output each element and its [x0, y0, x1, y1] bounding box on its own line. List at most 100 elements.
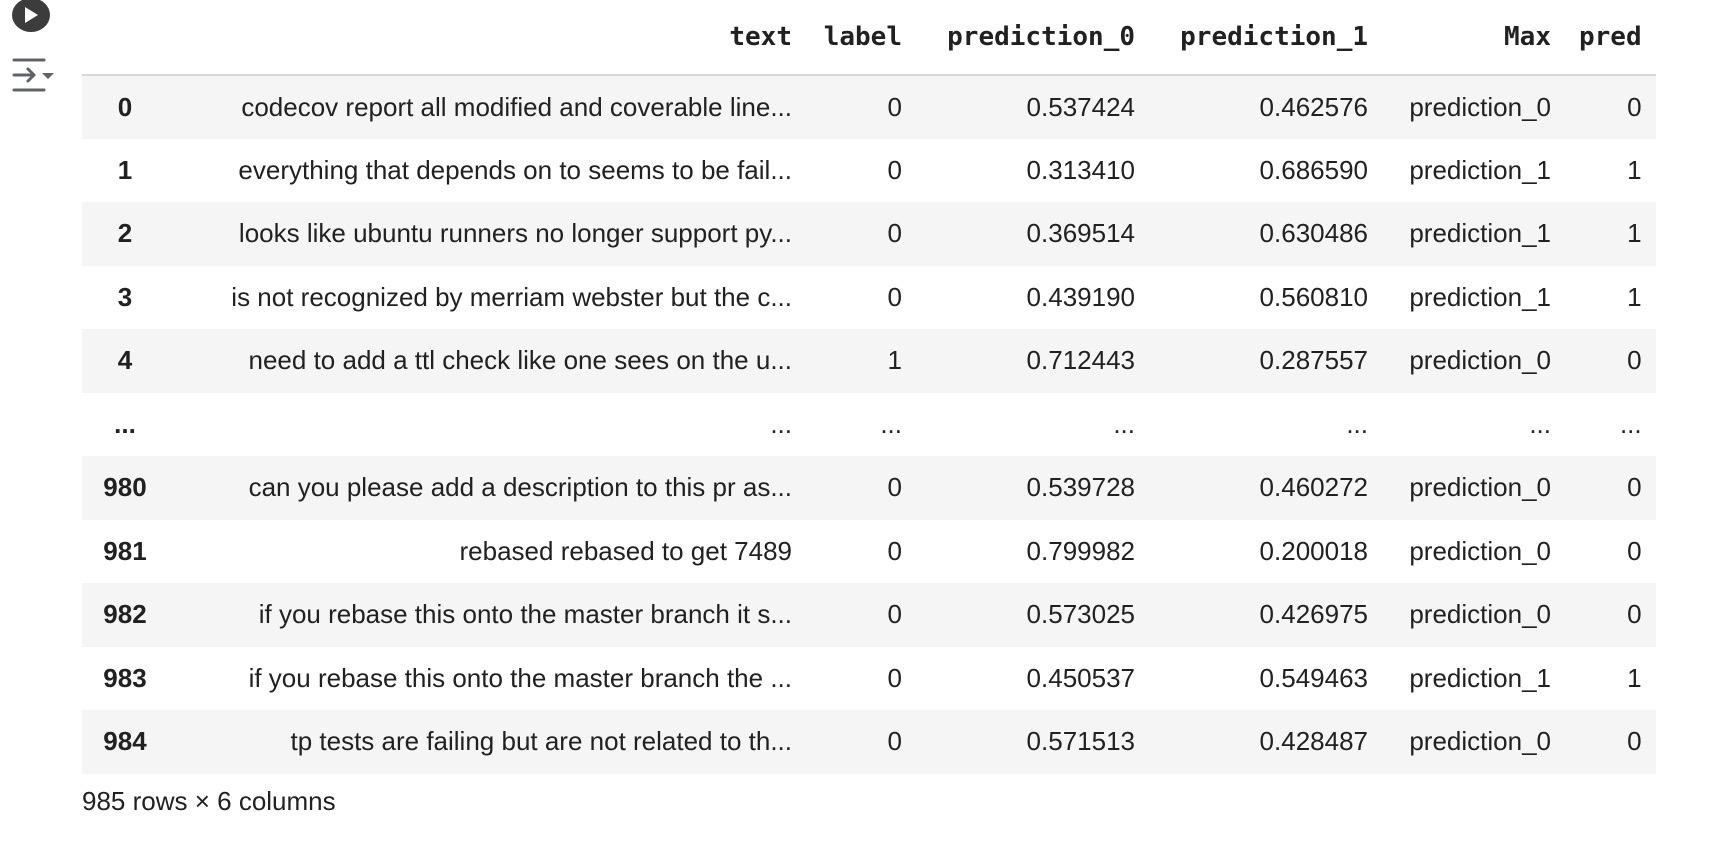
cell-text: tp tests are failing but are not related… [290, 726, 792, 757]
cell-prediction-0: 0.573025 [1026, 599, 1135, 630]
cell-prediction-0: 0.369514 [1026, 218, 1135, 249]
cell-label: 1 [887, 345, 902, 376]
header-max: Max [1382, 0, 1565, 76]
table-row: 2 looks like ubuntu runners no longer su… [82, 202, 1656, 266]
header-text: text [168, 0, 806, 76]
cell-max: ... [1529, 408, 1551, 439]
cell-pred: 0 [1627, 535, 1642, 566]
header-index [82, 0, 168, 76]
cell-prediction-1: ... [1346, 408, 1368, 439]
cell-label: 0 [887, 662, 902, 693]
cell-text: if you rebase this onto the master branc… [248, 662, 792, 693]
run-cell-button[interactable] [12, 0, 50, 32]
table-row: 984 tp tests are failing but are not rel… [82, 710, 1656, 774]
cell-max: prediction_0 [1409, 599, 1551, 630]
row-index: 0 [117, 91, 133, 122]
cell-prediction-1: 0.426975 [1259, 599, 1368, 630]
table-row: 0 codecov report all modified and covera… [82, 75, 1656, 139]
cell-label: 0 [887, 535, 902, 566]
table-row: 982 if you rebase this onto the master b… [82, 583, 1656, 647]
cell-pred: 1 [1627, 281, 1642, 312]
table-row: 983 if you rebase this onto the master b… [82, 646, 1656, 710]
cell-text: looks like ubuntu runners no longer supp… [238, 218, 792, 249]
cell-prediction-0: 0.537424 [1026, 91, 1135, 122]
cell-pred: ... [1619, 408, 1642, 439]
cell-prediction-1: 0.630486 [1259, 218, 1368, 249]
cell-pred: 0 [1627, 345, 1642, 376]
cell-prediction-1: 0.287557 [1259, 345, 1368, 376]
cell-label: 0 [887, 218, 902, 249]
cell-pred: 1 [1627, 154, 1642, 185]
table-header-row: text label prediction_0 prediction_1 Max… [82, 0, 1656, 76]
cell-text: everything that depends on to seems to b… [238, 154, 792, 185]
dataframe-output: text label prediction_0 prediction_1 Max… [82, 0, 1656, 774]
cell-pred: 0 [1627, 91, 1642, 122]
cell-label: ... [880, 408, 902, 439]
cell-gutter [0, 0, 60, 842]
cell-max: prediction_0 [1409, 472, 1551, 503]
cell-pred: 1 [1627, 218, 1642, 249]
cell-label: 0 [887, 472, 902, 503]
cell-prediction-1: 0.460272 [1259, 472, 1368, 503]
row-index: 981 [103, 535, 147, 566]
cell-prediction-0: 0.439190 [1026, 281, 1135, 312]
cell-max: prediction_0 [1409, 535, 1551, 566]
cell-label: 0 [887, 599, 902, 630]
table-row: 980 can you please add a description to … [82, 456, 1656, 520]
header-prediction-1: prediction_1 [1149, 0, 1382, 76]
cell-max: prediction_0 [1409, 726, 1551, 757]
cell-prediction-0: 0.799982 [1026, 535, 1135, 566]
cell-pred: 0 [1627, 599, 1642, 630]
cell-prediction-0: ... [1113, 408, 1135, 439]
cell-label: 0 [887, 726, 902, 757]
cell-pred: 0 [1627, 726, 1642, 757]
cell-text: is not recognized by merriam webster but… [231, 281, 792, 312]
row-index: ... [114, 408, 136, 439]
cell-prediction-1: 0.686590 [1259, 154, 1368, 185]
cell-prediction-1: 0.549463 [1259, 662, 1368, 693]
cell-prediction-1: 0.462576 [1259, 91, 1368, 122]
cell-max: prediction_1 [1409, 281, 1551, 312]
header-prediction-0: prediction_0 [916, 0, 1149, 76]
cell-text: codecov report all modified and coverabl… [241, 91, 792, 122]
cell-prediction-0: 0.712443 [1026, 345, 1135, 376]
row-index: 983 [103, 662, 147, 693]
cell-pred: 1 [1627, 662, 1642, 693]
cell-max: prediction_1 [1409, 662, 1551, 693]
row-index: 980 [103, 472, 147, 503]
table-row-ellipsis: ... ... ... ... ... ... ... [82, 392, 1656, 456]
play-icon [25, 7, 38, 23]
row-index: 1 [117, 154, 133, 185]
cell-max: prediction_0 [1409, 91, 1551, 122]
cell-max: prediction_1 [1409, 154, 1551, 185]
cell-prediction-1: 0.200018 [1259, 535, 1368, 566]
table-row: 981 rebased rebased to get 7489 0 0.7999… [82, 519, 1656, 583]
cell-prediction-0: 0.539728 [1026, 472, 1135, 503]
cell-prediction-1: 0.428487 [1259, 726, 1368, 757]
table-row: 4 need to add a ttl check like one sees … [82, 329, 1656, 393]
cell-prediction-0: 0.571513 [1026, 726, 1135, 757]
cell-prediction-0: 0.313410 [1026, 154, 1135, 185]
output-actions-button[interactable] [12, 56, 56, 94]
cell-prediction-0: 0.450537 [1026, 662, 1135, 693]
table-row: 1 everything that depends on to seems to… [82, 138, 1656, 202]
cell-text: if you rebase this onto the master branc… [258, 599, 792, 630]
header-label: label [806, 0, 916, 76]
table-row: 3 is not recognized by merriam webster b… [82, 265, 1656, 329]
cell-max: prediction_0 [1409, 345, 1551, 376]
cell-label: 0 [887, 91, 902, 122]
row-index: 982 [103, 599, 147, 630]
cell-text: rebased rebased to get 7489 [459, 535, 792, 566]
header-pred: pred [1565, 0, 1656, 76]
row-index: 3 [117, 281, 133, 312]
row-index: 984 [103, 726, 147, 757]
cell-text: can you please add a description to this… [248, 472, 792, 503]
dataframe-shape-info: 985 rows × 6 columns [82, 786, 336, 816]
cell-text: ... [770, 408, 792, 439]
cell-prediction-1: 0.560810 [1259, 281, 1368, 312]
cell-max: prediction_1 [1409, 218, 1551, 249]
dataframe-table: text label prediction_0 prediction_1 Max… [82, 0, 1656, 774]
cell-label: 0 [887, 154, 902, 185]
cell-text: need to add a ttl check like one sees on… [248, 345, 792, 376]
output-actions-icon [12, 58, 54, 92]
